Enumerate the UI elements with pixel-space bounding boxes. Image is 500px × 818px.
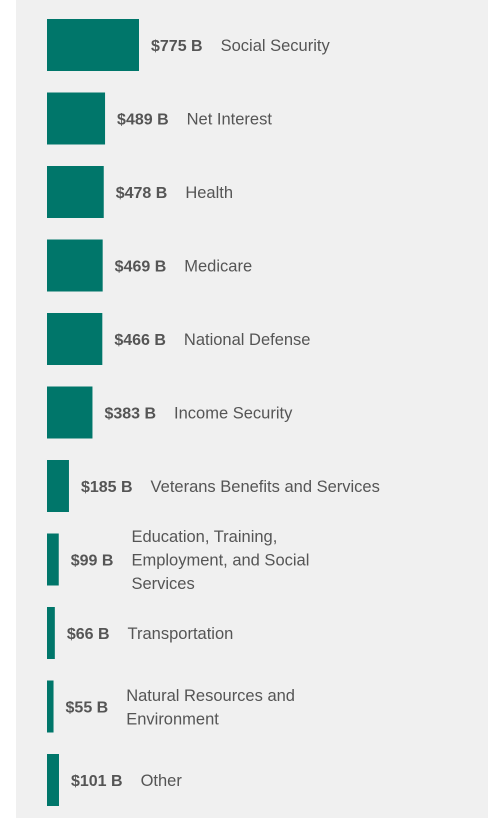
value-label-8: $66 B bbox=[67, 626, 110, 643]
bar-2 bbox=[47, 166, 104, 218]
category-label-5: Income Security bbox=[174, 405, 293, 423]
category-label-9: Natural Resources and Environment bbox=[126, 687, 295, 729]
bar-8 bbox=[47, 607, 55, 659]
bar-10 bbox=[47, 754, 59, 806]
bar-3 bbox=[47, 239, 103, 292]
category-label-3: Medicare bbox=[184, 258, 252, 276]
category-label-4: National Defense bbox=[184, 331, 311, 349]
value-label-9: $55 B bbox=[66, 700, 109, 717]
value-label-6: $185 B bbox=[81, 479, 133, 496]
bar-1 bbox=[47, 92, 106, 145]
chart-panel: $775 B Social Security $489 B Net Interest $… bbox=[16, 0, 488, 818]
bar-5 bbox=[47, 386, 93, 439]
value-label-10: $101 B bbox=[71, 773, 123, 790]
value-label-2: $478 B bbox=[116, 185, 168, 202]
spending-bar-chart: $775 B Social Security $489 B Net Interest $… bbox=[47, 19, 380, 806]
category-label-8: Transportation bbox=[128, 625, 234, 643]
bar-4 bbox=[47, 313, 103, 365]
category-label-7: Education, Training, Employment, and Soci… bbox=[131, 528, 309, 593]
category-label-10: Other bbox=[141, 772, 183, 790]
category-label-1: Net Interest bbox=[187, 111, 273, 129]
bar-9 bbox=[47, 680, 54, 733]
value-label-5: $383 B bbox=[104, 406, 156, 423]
category-label-0: Social Security bbox=[221, 37, 331, 55]
value-label-7: $99 B bbox=[71, 553, 114, 570]
value-label-4: $466 B bbox=[114, 332, 166, 349]
value-label-3: $469 B bbox=[115, 259, 167, 276]
category-label-2: Health bbox=[185, 184, 233, 202]
value-label-1: $489 B bbox=[117, 112, 169, 129]
bar-6 bbox=[47, 460, 69, 512]
bar-7 bbox=[47, 533, 59, 586]
category-label-6: Veterans Benefits and Services bbox=[151, 478, 380, 496]
value-label-0: $775 B bbox=[151, 38, 203, 55]
bar-0 bbox=[47, 19, 139, 71]
